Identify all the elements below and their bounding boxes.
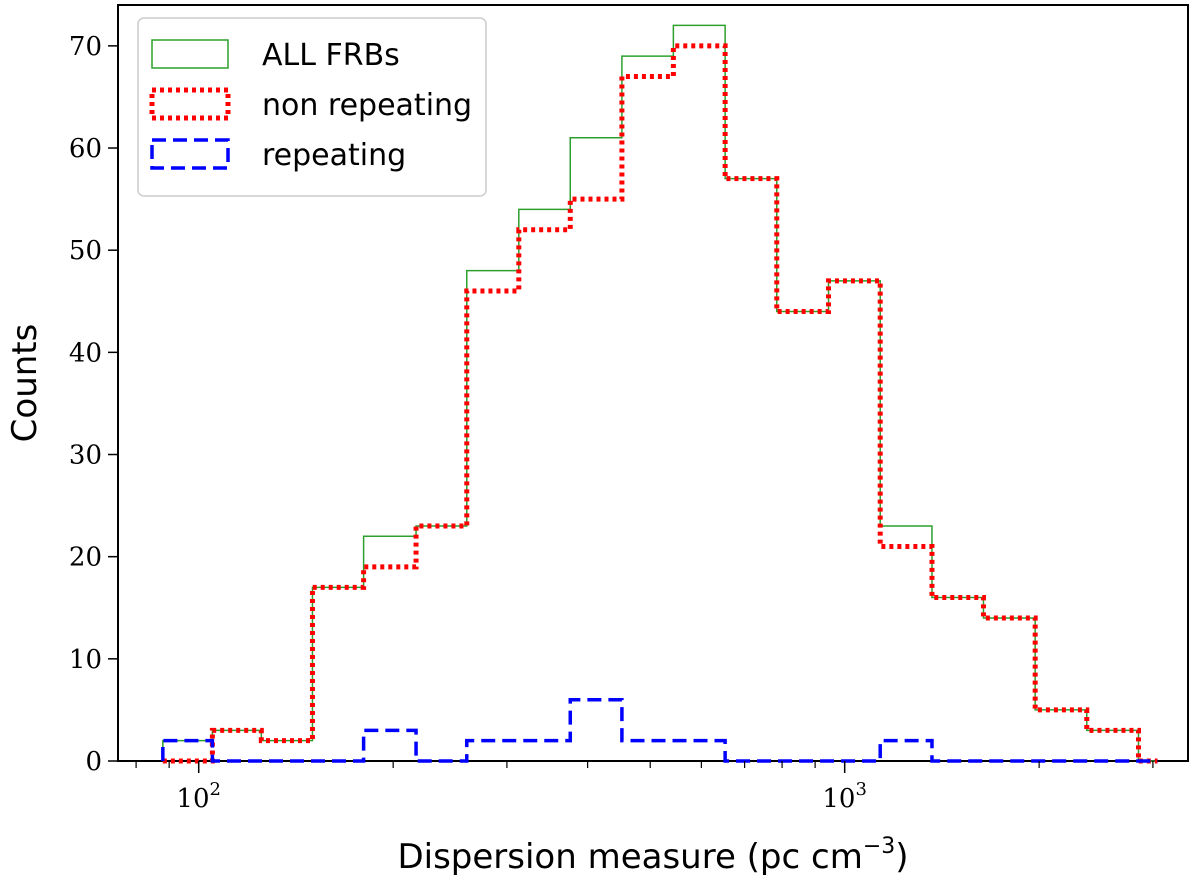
x-axis-label-main: Dispersion measure (pc cm [397,837,862,877]
y-tick-label: 50 [69,236,102,266]
y-tick-label: 10 [69,645,102,675]
series-group [161,24,1158,764]
x-tick-label: 102 [176,779,221,814]
plot-area [117,4,1189,764]
y-tick-label: 30 [69,441,102,471]
legend-frame [137,17,487,197]
legend: ALL FRBs non repeating repeating [137,17,487,197]
x-axis-label-exponent: −3 [863,834,895,859]
x-axis-label-close: ) [895,837,908,877]
legend-swatch-2 [150,138,230,170]
legend-swatch-1 [149,87,231,121]
y-tick-label: 20 [69,543,102,573]
y-axis: 0 10 20 30 40 50 60 70 [69,32,118,777]
y-tick-label: 70 [69,32,102,62]
x-axis: 102 103 [135,761,1154,814]
y-tick-label: 60 [69,134,102,164]
y-axis-label: Counts [5,324,45,443]
series-line-2 [161,697,1158,763]
legend-swatch-0 [151,39,229,69]
x-axis-label: Dispersion measure (pc cm−3) [397,834,908,877]
plot-frame [117,4,1189,762]
y-tick-label: 0 [85,747,102,777]
legend-label-0: ALL FRBs [262,38,400,73]
series-line-1 [162,43,1158,764]
x-tick-label: 103 [822,779,867,814]
legend-label-1: non repeating [262,88,472,123]
legend-label-2: repeating [262,138,406,173]
y-tick-label: 40 [69,338,102,368]
